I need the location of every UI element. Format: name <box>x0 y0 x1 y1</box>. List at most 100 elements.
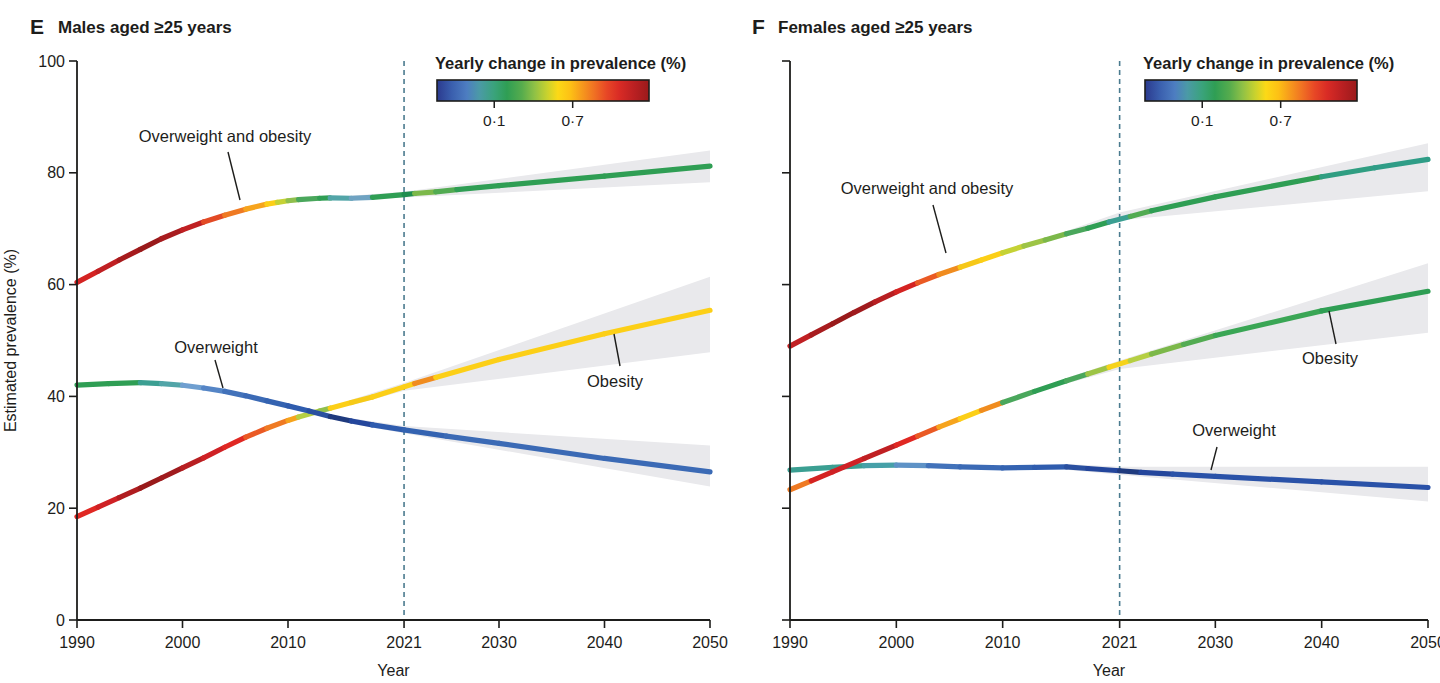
annotation-label: Overweight <box>174 338 258 356</box>
series-segment <box>98 260 119 271</box>
x-tick-label: 2021 <box>386 634 422 651</box>
series-segment <box>1066 467 1087 469</box>
series-segment <box>161 384 182 386</box>
legend-title: Yearly change in prevalence (%) <box>435 54 686 72</box>
x-axis-title: Year <box>1093 662 1126 679</box>
series-segment <box>109 383 141 384</box>
series-segment <box>330 403 351 409</box>
series-segment <box>854 302 875 313</box>
series-segment <box>1066 374 1087 381</box>
series-segment <box>1088 367 1109 374</box>
series-segment <box>939 419 960 427</box>
series-segment <box>811 472 832 481</box>
series-segment <box>77 507 98 517</box>
series-segment <box>918 427 939 436</box>
series-segment <box>1003 391 1035 402</box>
y-axis-title: Estimated prevalence (%) <box>2 249 19 432</box>
x-tick-label: 2000 <box>165 634 201 651</box>
panel-letter: F <box>752 15 765 38</box>
series-segment <box>267 401 288 406</box>
panel-letter: E <box>30 15 44 38</box>
series-segment <box>1066 228 1087 234</box>
series-segment <box>864 445 896 458</box>
series-segment <box>811 324 832 335</box>
series-segment <box>288 406 309 411</box>
series-segment <box>790 467 833 470</box>
x-tick-label: 2010 <box>985 634 1021 651</box>
series-segment <box>330 417 351 421</box>
series-segment <box>246 396 267 401</box>
series-segment <box>161 468 182 478</box>
legend-tick-label: 0·1 <box>1191 112 1213 129</box>
figure-obesity-prevalence-panels: Overweight and obesity Obesity Overweight 0… <box>0 0 1440 683</box>
series-segment <box>790 481 811 490</box>
annotation-pointer <box>933 205 946 253</box>
series-segment <box>896 283 917 292</box>
series-segment <box>183 458 204 468</box>
x-tick-label: 2050 <box>1410 634 1440 651</box>
x-tick-label: 2030 <box>1198 634 1234 651</box>
series-segment <box>204 447 225 458</box>
series-segment <box>1141 472 1173 474</box>
x-tick-label: 2000 <box>879 634 915 651</box>
x-tick-label: 2010 <box>270 634 306 651</box>
series-segment <box>1035 467 1067 468</box>
series-segment <box>225 391 246 395</box>
series-segment <box>928 466 960 467</box>
x-tick-label: 1990 <box>59 634 95 651</box>
legend-tick-label: 0·7 <box>1269 112 1291 129</box>
series-segment <box>204 388 225 391</box>
series-segment <box>1088 469 1120 471</box>
series-segment <box>267 420 288 428</box>
annotation-pointer <box>215 360 223 388</box>
legend-colorbar <box>437 80 649 101</box>
x-tick-label: 2021 <box>1102 634 1138 651</box>
annotation-label: Overweight and obesity <box>841 179 1014 197</box>
series-segment <box>415 192 436 194</box>
series-segment <box>833 313 854 324</box>
series-segment <box>1120 471 1141 473</box>
legend-colorbar <box>1145 80 1357 101</box>
annotation-pointer <box>228 152 240 200</box>
series-segment <box>1173 474 1216 476</box>
series-segment <box>960 410 981 418</box>
annotation-label: Overweight <box>1192 421 1276 439</box>
series-segment <box>140 383 161 384</box>
series-segment <box>436 190 457 192</box>
series-segment <box>119 488 140 498</box>
series-segment <box>981 403 1002 411</box>
series-segment <box>960 260 981 267</box>
series-segment <box>1003 467 1035 468</box>
annotation-label: Obesity <box>587 372 644 390</box>
series-segment <box>981 253 1002 260</box>
series-segment <box>183 222 204 230</box>
series-segment <box>140 239 161 250</box>
legend-title: Yearly change in prevalence (%) <box>1143 54 1394 72</box>
series-segment <box>1045 234 1066 240</box>
series-segment <box>225 437 246 447</box>
panel-title: Females aged ≥25 years <box>778 18 973 37</box>
series-segment <box>246 428 267 437</box>
series-segment <box>1003 246 1024 253</box>
legend-tick-label: 0·7 <box>561 112 583 129</box>
annotation-label: Obesity <box>1302 349 1359 367</box>
series-segment <box>119 249 140 260</box>
panel-f-chart: Overweight and obesityOverweightObesity1… <box>740 0 1440 683</box>
series-segment <box>896 465 928 466</box>
x-tick-label: 2040 <box>1304 634 1340 651</box>
series-segment <box>896 436 917 445</box>
panel-e-males: Overweight and obesityObesityOverweight0… <box>0 0 740 683</box>
series-segment <box>204 215 225 222</box>
x-axis-title: Year <box>377 662 410 679</box>
panel-e-chart: Overweight and obesityObesityOverweight0… <box>0 0 740 683</box>
series-segment <box>372 195 404 198</box>
y-tick-label: 0 <box>56 612 65 629</box>
y-tick-label: 60 <box>47 276 65 293</box>
annotation-pointer <box>1211 447 1217 470</box>
y-tick-label: 20 <box>47 500 65 517</box>
series-segment <box>918 275 939 283</box>
series-segment <box>864 465 896 466</box>
series-segment <box>77 384 109 386</box>
panel-f-females: Overweight and obesityOverweightObesity1… <box>740 0 1440 683</box>
series-segment <box>161 230 182 239</box>
